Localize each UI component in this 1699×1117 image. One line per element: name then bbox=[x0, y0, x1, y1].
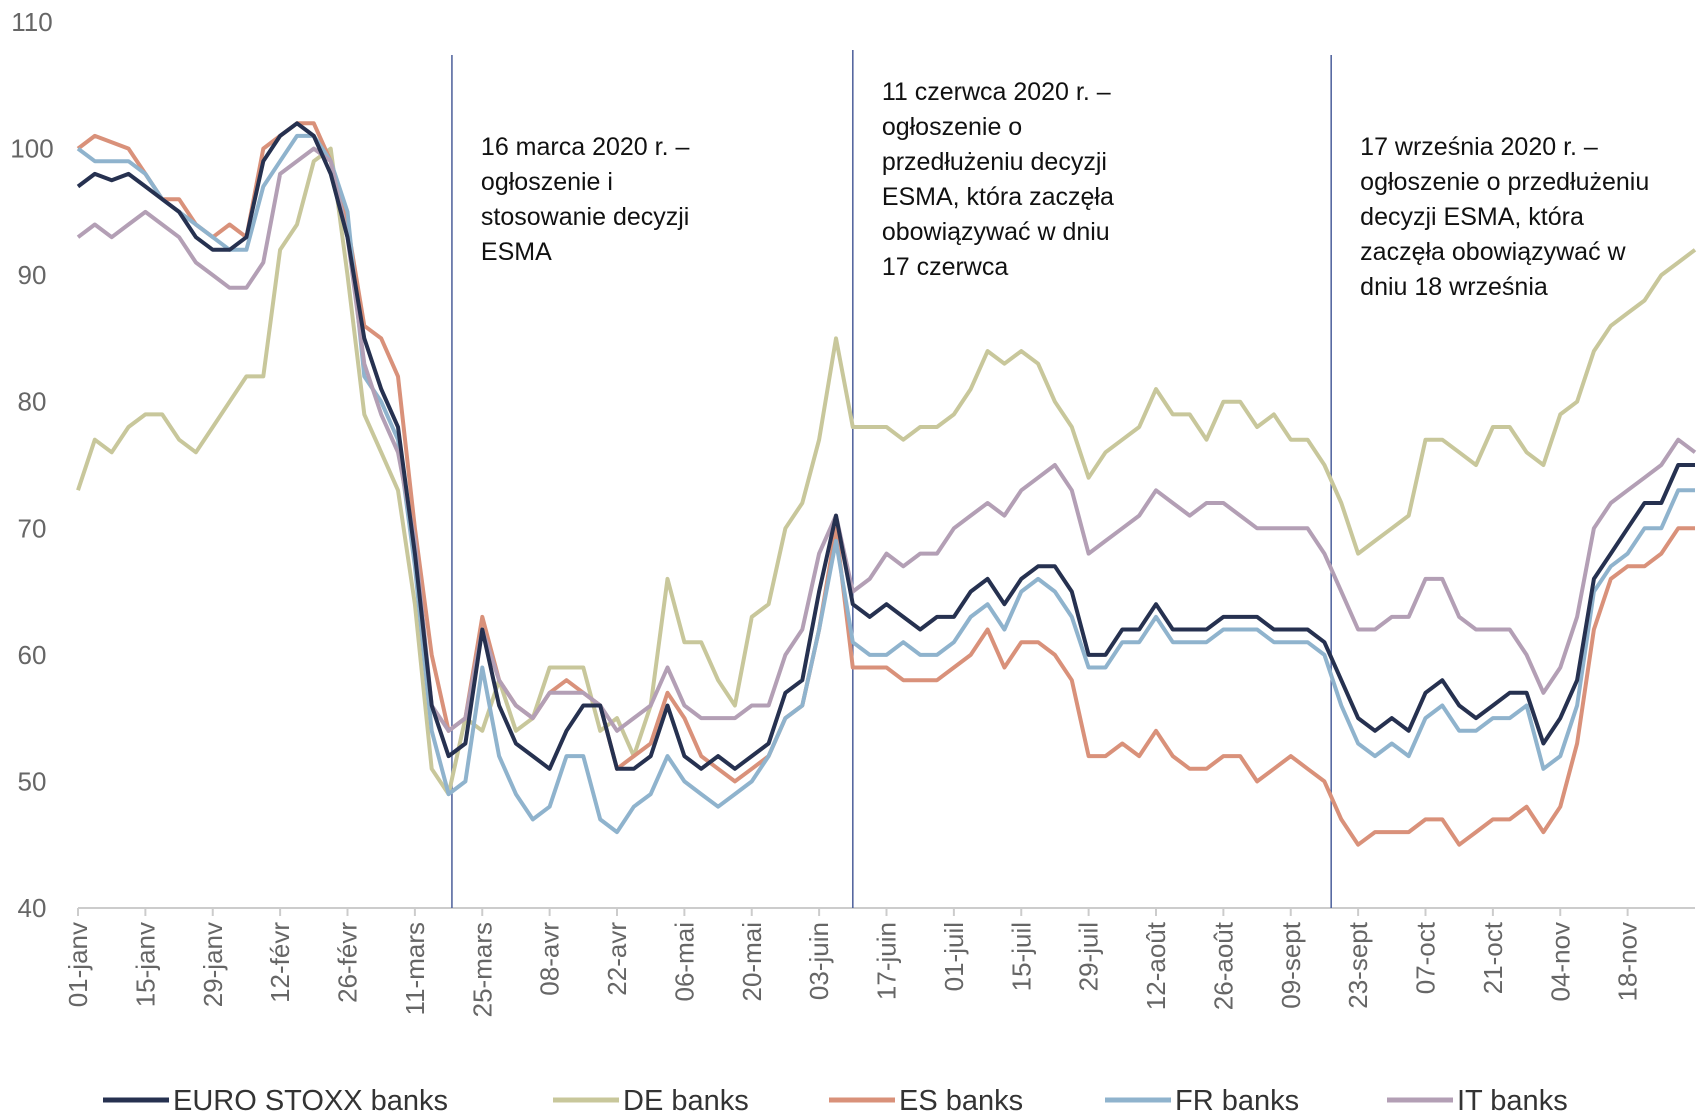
annotation-text: ESMA bbox=[481, 238, 552, 266]
x-tick-label: 01-janv bbox=[63, 922, 93, 1007]
y-tick-label: 100 bbox=[10, 134, 53, 164]
x-tick-label: 17-juin bbox=[872, 922, 902, 1000]
x-tick-label: 07-oct bbox=[1411, 921, 1441, 994]
x-tick-label: 06-mai bbox=[669, 922, 699, 1001]
x-tick-label: 26-févr bbox=[333, 922, 363, 1003]
x-tick-label: 29-juil bbox=[1074, 922, 1104, 991]
annotation-text: decyzji ESMA, która bbox=[1360, 203, 1584, 231]
y-tick-label: 60 bbox=[18, 640, 47, 670]
annotation-text: 16 marca 2020 r. – bbox=[481, 133, 690, 161]
annotation-text: 17 września 2020 r. – bbox=[1360, 133, 1598, 161]
series-line bbox=[76, 121, 1695, 771]
legend-label: IT banks bbox=[1457, 1085, 1568, 1117]
x-tick-label: 21-oct bbox=[1478, 921, 1508, 994]
legend-label: FR banks bbox=[1175, 1085, 1299, 1117]
x-tick-label: 22-avr bbox=[602, 922, 632, 996]
x-tick-label: 12-févr bbox=[265, 922, 295, 1003]
annotation-text: ogłoszenie o przedłużeniu bbox=[1360, 168, 1649, 196]
x-tick-label: 11-mars bbox=[400, 922, 430, 1015]
legend-label: ES banks bbox=[899, 1085, 1023, 1117]
annotation-text: obowiązywać w dniu bbox=[882, 218, 1110, 246]
y-tick-label: 70 bbox=[18, 513, 47, 543]
x-tick-label: 25-mars bbox=[467, 922, 497, 1017]
annotation-text: zaczęła obowiązywać w bbox=[1360, 238, 1626, 266]
x-tick-label: 23-sept bbox=[1343, 921, 1373, 1008]
x-tick-label: 09-sept bbox=[1276, 921, 1306, 1008]
annotation-text: stosowanie decyzji bbox=[481, 203, 689, 231]
x-tick-label: 03-juin bbox=[804, 922, 834, 1000]
legend-label: EURO STOXX banks bbox=[173, 1085, 448, 1117]
y-tick-label: 40 bbox=[18, 893, 47, 923]
x-tick-label: 12-août bbox=[1141, 921, 1171, 1010]
x-tick-label: 29-janv bbox=[198, 922, 228, 1007]
x-tick-label: 15-juil bbox=[1006, 922, 1036, 991]
series-line bbox=[76, 146, 1697, 797]
annotation-text: dniu 18 września bbox=[1360, 273, 1548, 301]
x-tick-label: 08-avr bbox=[535, 922, 565, 996]
y-tick-label: 80 bbox=[18, 387, 47, 417]
annotation-text: ESMA, która zaczęła bbox=[882, 183, 1114, 211]
series-line bbox=[76, 133, 1695, 835]
annotation-text: 17 czerwca bbox=[882, 253, 1009, 281]
x-tick-label: 01-juil bbox=[939, 922, 969, 991]
y-tick-label: 90 bbox=[18, 260, 47, 290]
annotation-text: przedłużeniu decyzji bbox=[882, 148, 1107, 176]
x-tick-label: 26-août bbox=[1208, 921, 1238, 1010]
legend-label: DE banks bbox=[623, 1085, 749, 1117]
x-tick-label: 20-mai bbox=[737, 922, 767, 1001]
annotation-text: ogłoszenie o bbox=[882, 113, 1022, 141]
annotation-text: ogłoszenie i bbox=[481, 168, 613, 196]
x-tick-label: 04-nov bbox=[1545, 922, 1575, 1002]
y-tick-label: 50 bbox=[18, 766, 47, 796]
x-tick-label: 15-janv bbox=[130, 922, 160, 1007]
y-tick-label: 110 bbox=[11, 7, 52, 37]
x-tick-label: 18-nov bbox=[1613, 922, 1643, 1002]
annotation-text: 11 czerwca 2020 r. – bbox=[882, 78, 1111, 106]
